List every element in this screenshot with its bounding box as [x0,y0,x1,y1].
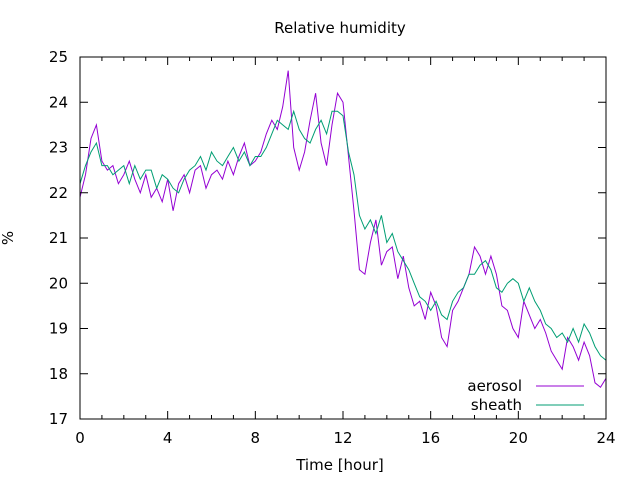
y-tick-label: 24 [49,93,68,111]
y-tick-label: 21 [49,229,68,247]
y-tick-label: 18 [49,365,68,383]
y-tick-label: 25 [49,48,68,66]
legend-label-aerosol: aerosol [467,377,522,395]
series-layer [79,70,607,389]
x-tick-label: 16 [421,429,440,447]
plot-frame [79,56,607,420]
x-tick-label: 12 [333,429,352,447]
x-tick-label: 24 [596,429,615,447]
x-tick-label: 20 [509,429,528,447]
chart-title: Relative humidity [274,19,406,37]
y-tick-label: 20 [49,274,68,292]
y-tick-label: 23 [49,139,68,157]
x-tick-label: 0 [75,429,85,447]
axis-ticks: 0 4 8 12 16 20 24 17 18 19 20 21 22 23 24 25 [49,48,616,447]
y-axis-label: % [0,231,17,245]
y-tick-label: 17 [49,410,68,428]
series-line-sheath [79,109,607,361]
x-axis-label: Time [hour] [295,456,384,474]
y-tick-label: 19 [49,320,68,338]
x-tick-label: 4 [163,429,173,447]
x-tick-label: 8 [251,429,261,447]
y-tick-label: 22 [49,184,68,202]
legend-label-sheath: sheath [471,396,522,414]
